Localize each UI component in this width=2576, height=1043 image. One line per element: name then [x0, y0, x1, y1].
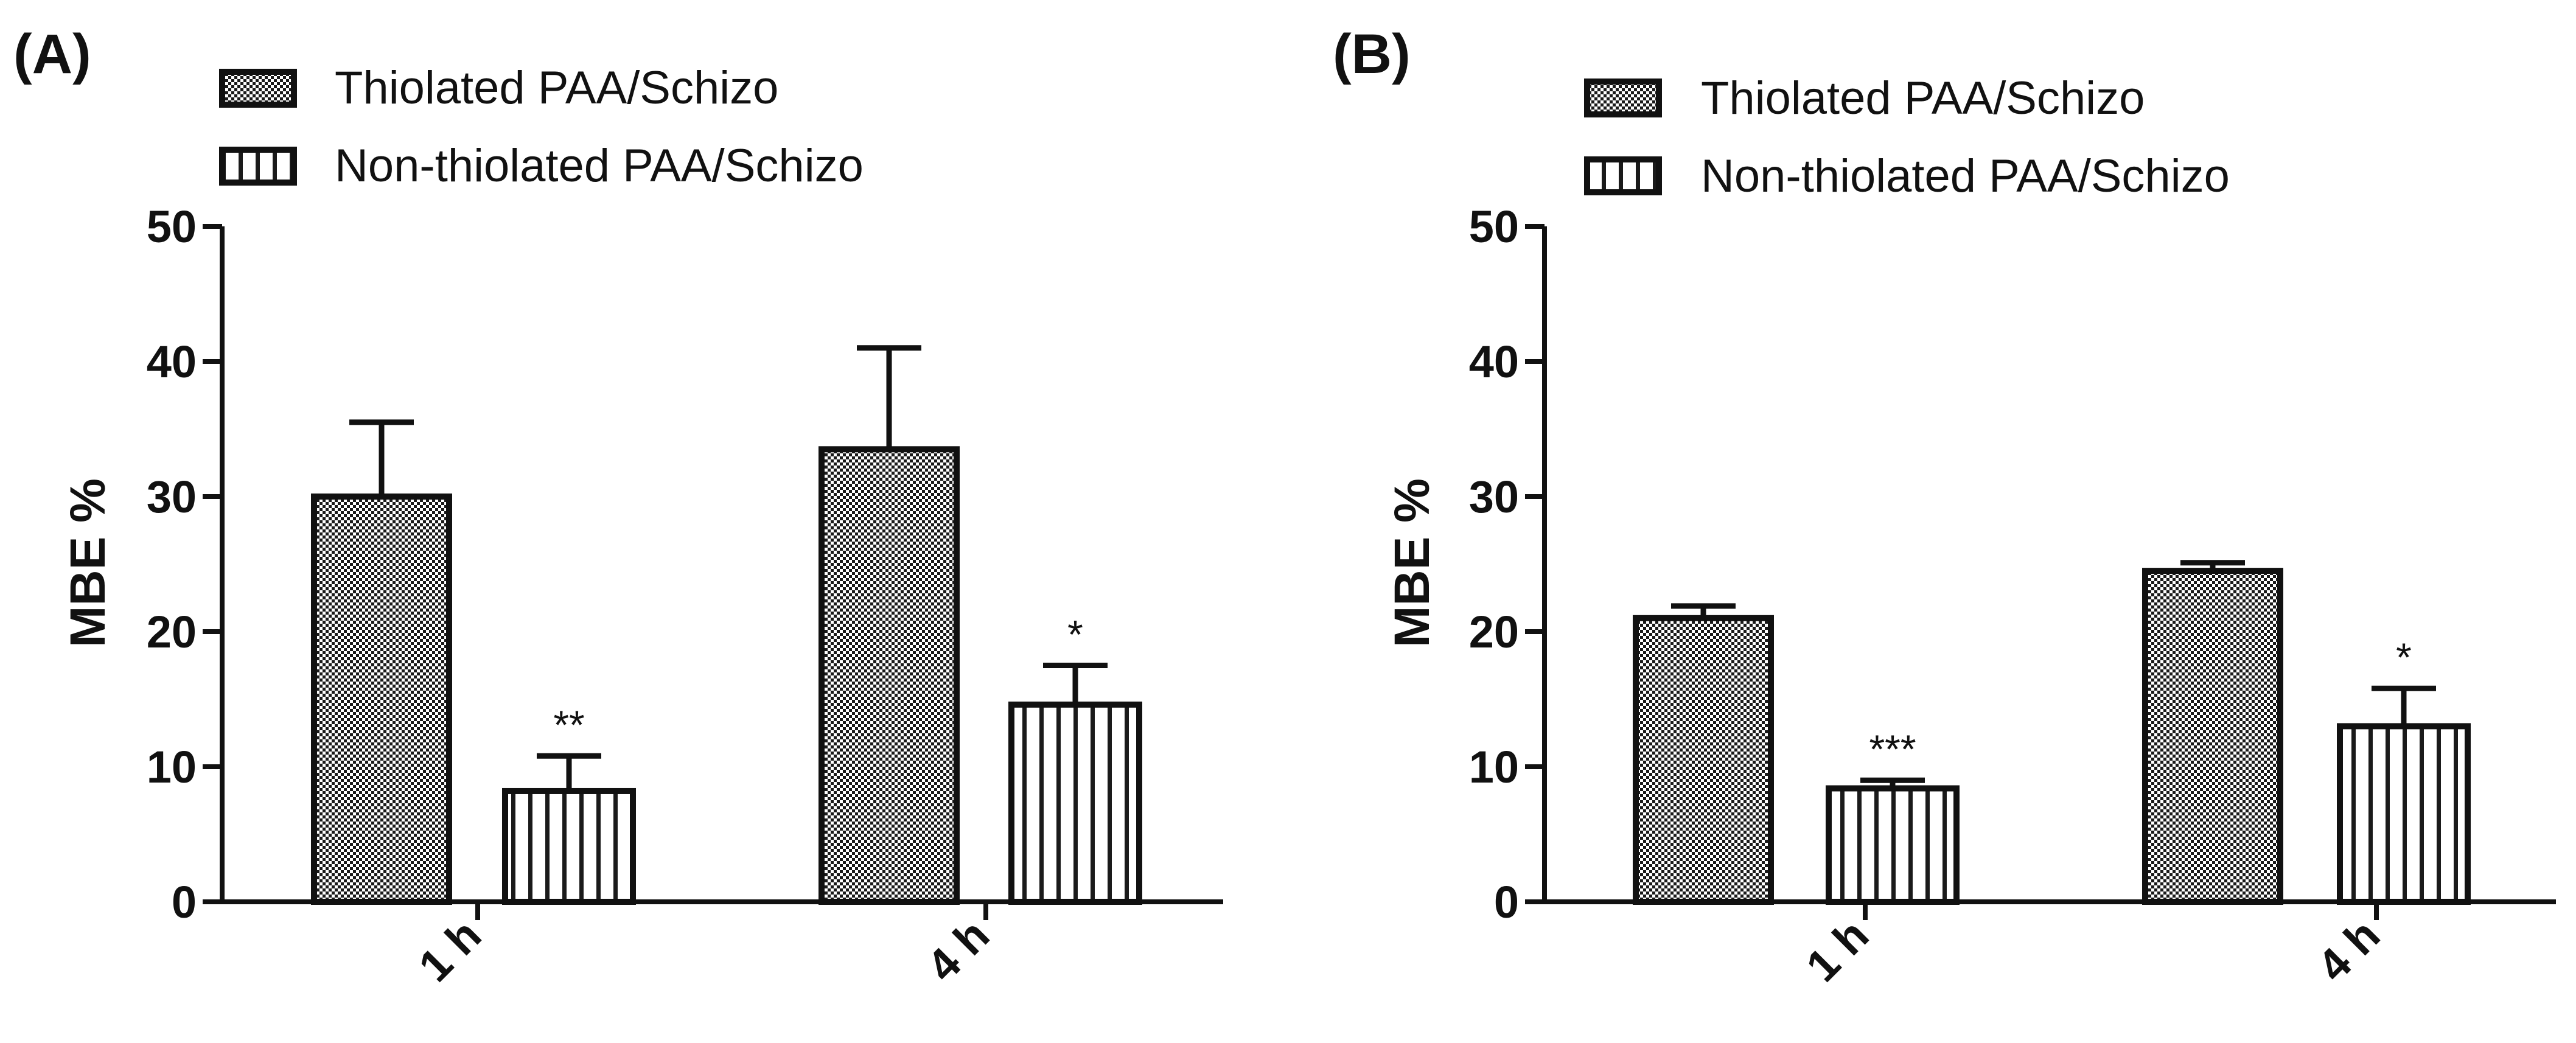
bar-thiolated-4h — [2142, 568, 2283, 905]
bar-non-thiolated-4h — [2337, 723, 2471, 905]
x-category-label: 1 h — [1796, 910, 1878, 991]
y-tick-label: 0 — [172, 877, 197, 927]
bar-non-thiolated-1h — [502, 787, 636, 905]
chart-panel-b: (B) Thiolated PAA/Schizo Non-thiolated P… — [1333, 23, 2556, 991]
x-category-label: 4 h — [917, 910, 999, 991]
y-axis-title: MBE % — [1384, 478, 1440, 647]
plot-area: 0 10 20 30 40 50 *** 1 h * 4 h — [1469, 201, 2556, 991]
y-tick-label: 20 — [1469, 607, 1519, 657]
y-tick-label: 30 — [1469, 472, 1519, 522]
plot-area: 0 10 20 30 40 50 ** 1 h * 4 h — [147, 201, 1223, 991]
y-tick-label: 20 — [147, 607, 197, 657]
bar-non-thiolated-1h — [1826, 785, 1960, 905]
bar-thiolated-4h — [819, 446, 960, 905]
legend-swatch-thiolated — [1584, 78, 1662, 117]
significance-mark: *** — [1869, 727, 1916, 772]
legend-label-thiolated: Thiolated PAA/Schizo — [335, 62, 778, 114]
bar-thiolated-1h — [1633, 615, 1774, 905]
significance-mark: * — [2396, 635, 2412, 680]
bar-thiolated-1h — [311, 494, 452, 905]
legend-swatch-thiolated — [219, 69, 297, 108]
legend-label-non-thiolated: Non-thiolated PAA/Schizo — [335, 140, 864, 192]
legend-swatch-non-thiolated — [219, 147, 297, 186]
y-tick-label: 10 — [147, 742, 197, 792]
legend: Thiolated PAA/Schizo Non-thiolated PAA/S… — [1584, 72, 2230, 202]
y-tick-label: 0 — [1494, 877, 1519, 927]
y-tick-label: 10 — [1469, 742, 1519, 792]
y-tick-label: 40 — [147, 337, 197, 387]
y-tick-label: 30 — [147, 472, 197, 522]
legend-label-thiolated: Thiolated PAA/Schizo — [1701, 72, 2145, 124]
bar-non-thiolated-4h — [1008, 701, 1142, 905]
legend: Thiolated PAA/Schizo Non-thiolated PAA/S… — [219, 62, 864, 192]
panel-label: (A) — [13, 23, 91, 85]
panel-label: (B) — [1333, 23, 1411, 85]
x-category-label: 1 h — [409, 910, 490, 991]
chart-panel-a: (A) Thiolated PAA/Schizo Non-thiolated P… — [13, 23, 1223, 991]
legend-label-non-thiolated: Non-thiolated PAA/Schizo — [1701, 150, 2230, 202]
significance-mark: * — [1067, 612, 1083, 657]
x-category-label: 4 h — [2308, 910, 2389, 991]
legend-swatch-non-thiolated — [1584, 156, 1662, 195]
y-tick-label: 40 — [1469, 337, 1519, 387]
y-axis-title: MBE % — [60, 478, 116, 647]
significance-mark: ** — [553, 702, 584, 747]
y-tick-label: 50 — [147, 201, 197, 252]
y-tick-label: 50 — [1469, 201, 1519, 252]
